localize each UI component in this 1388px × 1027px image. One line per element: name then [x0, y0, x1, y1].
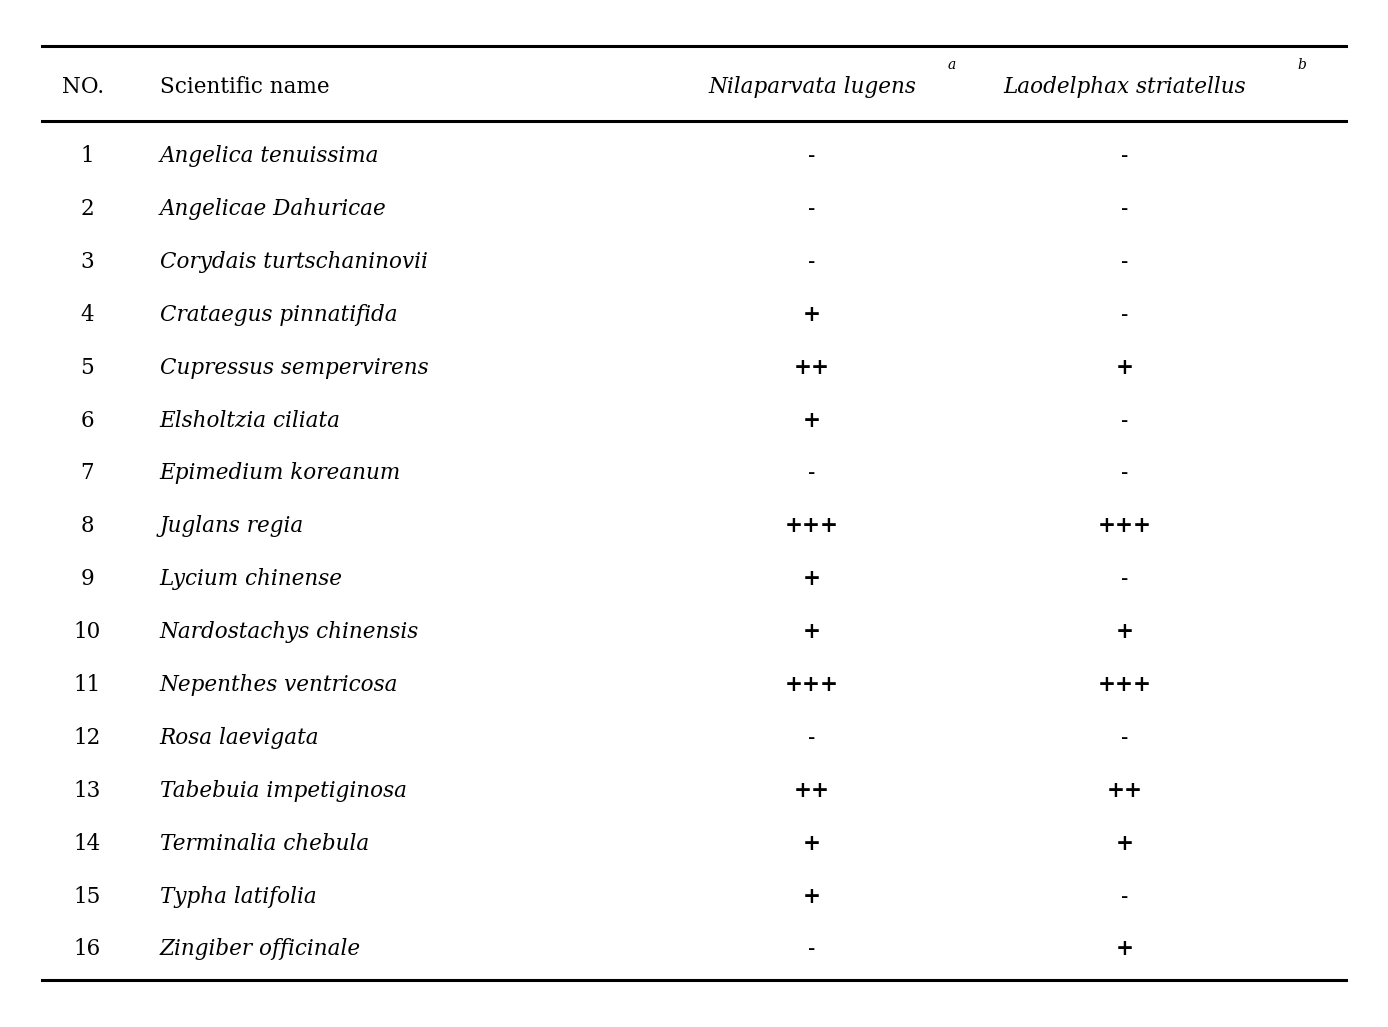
Text: -: - [808, 462, 816, 485]
Text: 14: 14 [74, 833, 101, 854]
Text: +: + [1116, 621, 1133, 643]
Text: b: b [1298, 58, 1306, 72]
Text: 4: 4 [81, 304, 94, 326]
Text: -: - [1120, 410, 1128, 431]
Text: +: + [1116, 356, 1133, 379]
Text: 2: 2 [81, 198, 94, 220]
Text: +: + [804, 568, 820, 591]
Text: Angelicae Dahuricae: Angelicae Dahuricae [160, 198, 386, 220]
Text: Epimedium koreanum: Epimedium koreanum [160, 462, 401, 485]
Text: 11: 11 [74, 674, 101, 696]
Text: Nilaparvata lugens: Nilaparvata lugens [708, 76, 916, 99]
Text: +: + [1116, 939, 1133, 960]
Text: Crataegus pinnatifida: Crataegus pinnatifida [160, 304, 397, 326]
Text: 7: 7 [81, 462, 94, 485]
Text: Scientific name: Scientific name [160, 76, 329, 99]
Text: Elsholtzia ciliata: Elsholtzia ciliata [160, 410, 340, 431]
Text: -: - [808, 251, 816, 273]
Text: Laodelphax striatellus: Laodelphax striatellus [1004, 76, 1245, 99]
Text: +: + [804, 833, 820, 854]
Text: Typha latifolia: Typha latifolia [160, 885, 316, 908]
Text: Terminalia chebula: Terminalia chebula [160, 833, 369, 854]
Text: 15: 15 [74, 885, 101, 908]
Text: +++: +++ [786, 674, 838, 696]
Text: Juglans regia: Juglans regia [160, 516, 304, 537]
Text: Nepenthes ventricosa: Nepenthes ventricosa [160, 674, 398, 696]
Text: 10: 10 [74, 621, 101, 643]
Text: 8: 8 [81, 516, 94, 537]
Text: 16: 16 [74, 939, 101, 960]
Text: a: a [948, 58, 956, 72]
Text: Angelica tenuissima: Angelica tenuissima [160, 145, 379, 167]
Text: -: - [1120, 251, 1128, 273]
Text: ++: ++ [1106, 779, 1142, 802]
Text: +: + [1116, 833, 1133, 854]
Text: -: - [1120, 145, 1128, 167]
Text: -: - [1120, 304, 1128, 326]
Text: 13: 13 [74, 779, 101, 802]
Text: 12: 12 [74, 727, 101, 749]
Text: +: + [804, 621, 820, 643]
Text: -: - [1120, 727, 1128, 749]
Text: Cupressus sempervirens: Cupressus sempervirens [160, 356, 429, 379]
Text: Lycium chinense: Lycium chinense [160, 568, 343, 591]
Text: -: - [1120, 568, 1128, 591]
Text: -: - [808, 727, 816, 749]
Text: +: + [804, 885, 820, 908]
Text: Zingiber officinale: Zingiber officinale [160, 939, 361, 960]
Text: -: - [808, 939, 816, 960]
Text: +: + [804, 410, 820, 431]
Text: Nardostachys chinensis: Nardostachys chinensis [160, 621, 419, 643]
Text: Tabebuia impetiginosa: Tabebuia impetiginosa [160, 779, 407, 802]
Text: ++: ++ [794, 779, 830, 802]
Text: Corydais turtschaninovii: Corydais turtschaninovii [160, 251, 428, 273]
Text: -: - [1120, 198, 1128, 220]
Text: -: - [1120, 462, 1128, 485]
Text: +++: +++ [1098, 516, 1151, 537]
Text: -: - [808, 145, 816, 167]
Text: ++: ++ [794, 356, 830, 379]
Text: +++: +++ [1098, 674, 1151, 696]
Text: Rosa laevigata: Rosa laevigata [160, 727, 319, 749]
Text: +: + [804, 304, 820, 326]
Text: -: - [808, 198, 816, 220]
Text: 3: 3 [81, 251, 94, 273]
Text: -: - [1120, 885, 1128, 908]
Text: 5: 5 [81, 356, 94, 379]
Text: NO.: NO. [62, 76, 104, 99]
Text: 6: 6 [81, 410, 94, 431]
Text: 9: 9 [81, 568, 94, 591]
Text: +++: +++ [786, 516, 838, 537]
Text: 1: 1 [81, 145, 94, 167]
